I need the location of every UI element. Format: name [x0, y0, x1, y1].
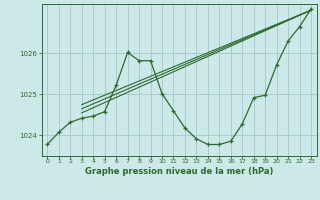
X-axis label: Graphe pression niveau de la mer (hPa): Graphe pression niveau de la mer (hPa) [85, 167, 273, 176]
